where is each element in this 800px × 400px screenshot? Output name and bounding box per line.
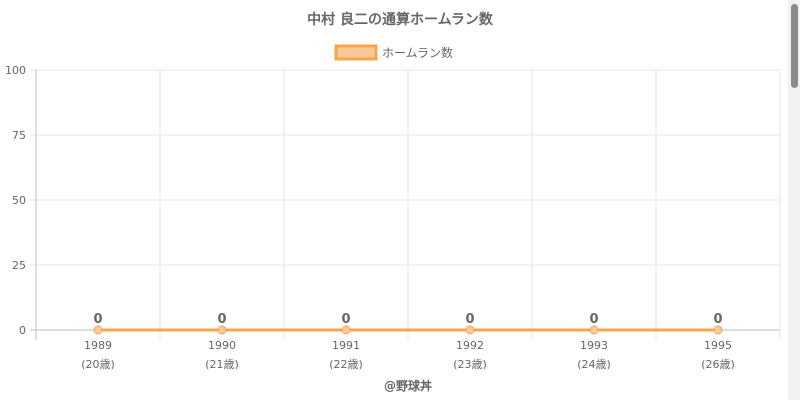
x-tick-sublabel: (22歳) xyxy=(329,358,363,371)
data-labels: 0 0 0 0 0 0 xyxy=(93,312,722,327)
data-label: 0 xyxy=(465,312,474,327)
data-label: 0 xyxy=(341,312,350,327)
y-tick-label: 25 xyxy=(12,259,26,272)
y-tick-label: 50 xyxy=(12,194,26,207)
data-point xyxy=(589,325,599,335)
legend[interactable]: ホームラン数 xyxy=(334,44,453,61)
credit: @野球丼 xyxy=(384,378,432,393)
data-point xyxy=(217,325,227,335)
x-tick-label: 1995 xyxy=(704,339,732,352)
x-tick-sublabel: (23歳) xyxy=(453,358,487,371)
data-point xyxy=(93,325,103,335)
series-home-runs xyxy=(93,325,723,335)
x-tick-label: 1993 xyxy=(580,339,608,352)
x-tick-sublabel: (21歳) xyxy=(205,358,239,371)
y-axis-ticks: 0 25 50 75 100 xyxy=(5,64,26,337)
data-label: 0 xyxy=(217,312,226,327)
legend-label: ホームラン数 xyxy=(382,45,453,60)
x-tick-label: 1990 xyxy=(208,339,236,352)
x-axis-ticks: 1989 (20歳) 1990 (21歳) 1991 (22歳) 1992 (23歳) 1993… xyxy=(81,339,735,371)
legend-swatch xyxy=(334,44,378,61)
scrollbar-thumb[interactable] xyxy=(791,4,798,88)
data-label: 0 xyxy=(93,312,102,327)
y-tick-label: 75 xyxy=(12,129,26,142)
chart-title: 中村 良二の通算ホームラン数 xyxy=(307,11,494,28)
x-tick-sublabel: (26歳) xyxy=(701,358,735,371)
data-point xyxy=(713,325,723,335)
y-tick-label: 0 xyxy=(19,324,26,337)
data-point xyxy=(341,325,351,335)
y-tick-label: 100 xyxy=(5,64,26,77)
x-tick-label: 1989 xyxy=(84,339,112,352)
x-tick-label: 1992 xyxy=(456,339,484,352)
data-label: 0 xyxy=(589,312,598,327)
x-tick-sublabel: (20歳) xyxy=(81,358,115,371)
x-tick-sublabel: (24歳) xyxy=(577,358,611,371)
data-point xyxy=(465,325,475,335)
x-tick-label: 1991 xyxy=(332,339,360,352)
grid xyxy=(30,69,781,340)
data-label: 0 xyxy=(713,312,722,327)
scrollbar[interactable] xyxy=(788,0,800,400)
